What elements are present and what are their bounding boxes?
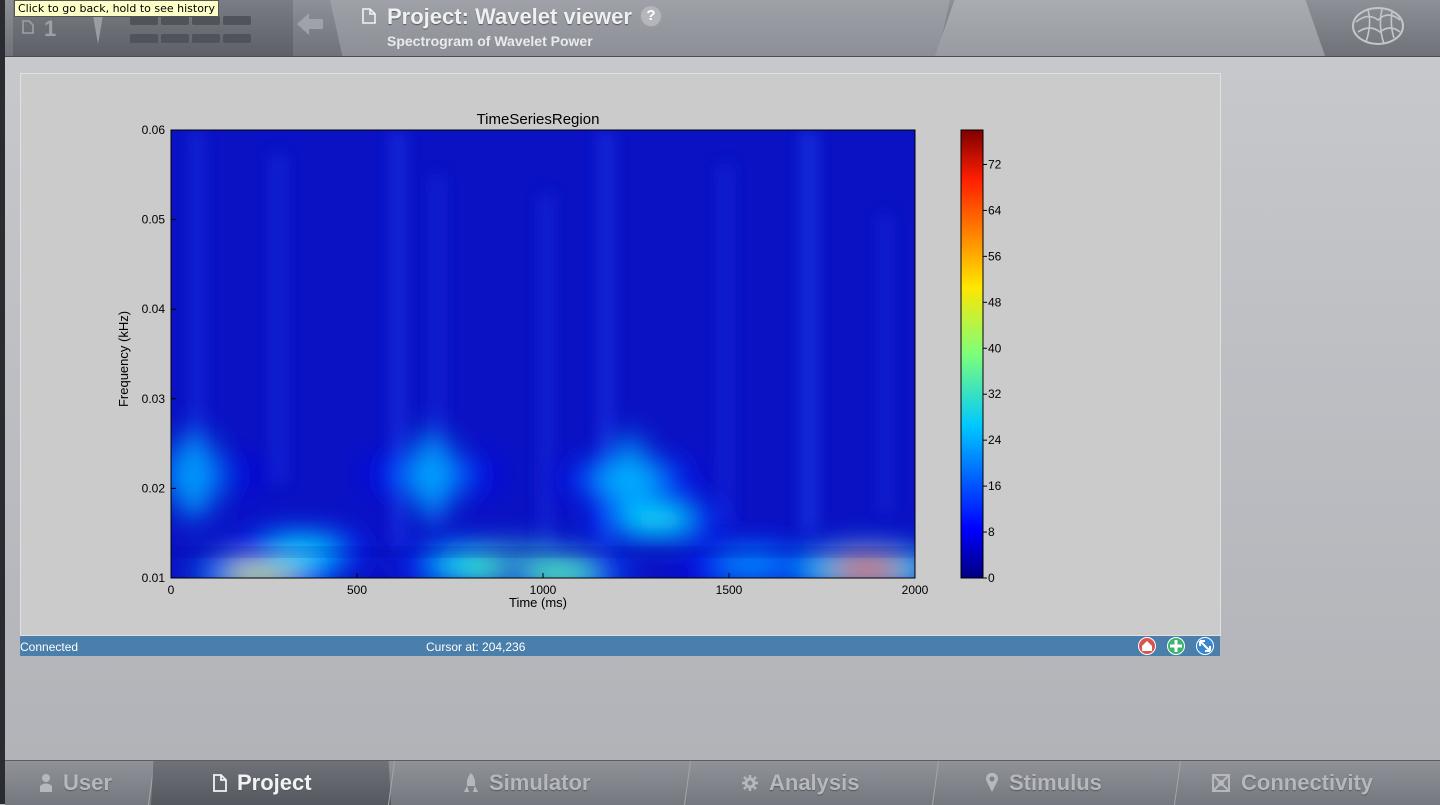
- back-arrow-icon: [297, 13, 323, 35]
- history-count: 1: [44, 16, 57, 41]
- project-header-panel: [330, 0, 950, 56]
- window-left-edge: [0, 0, 5, 804]
- figure-panel[interactable]: TimeSeriesRegion 0 500 1000 1500 2000 0.06 0.: [20, 73, 1221, 636]
- colorbar-tick-label: 0: [988, 571, 995, 585]
- colorbar-tick-label: 56: [988, 249, 1002, 263]
- bottom-tab-bar: User Project Simulator Analysis Stimulus…: [5, 760, 1440, 805]
- spectrogram-chart[interactable]: TimeSeriesRegion 0 500 1000 1500 2000 0.060.: [21, 74, 1220, 635]
- home-view-button[interactable]: [1138, 637, 1156, 655]
- project-title: Project: Wavelet viewer: [387, 4, 632, 29]
- history-document-icon: [22, 20, 34, 34]
- history-thumbnails[interactable]: [130, 16, 254, 52]
- colorbar-tick-label: 16: [988, 479, 1002, 493]
- gear-icon: [742, 775, 758, 791]
- zoom-fit-button[interactable]: [1196, 637, 1214, 655]
- heatmap-hotspot: [523, 561, 600, 578]
- x-tick-label: 1000: [530, 583, 557, 597]
- y-tick-label: 0.03: [142, 392, 166, 406]
- help-icon[interactable]: ?: [640, 5, 662, 27]
- home-icon: [1142, 641, 1152, 651]
- back-button[interactable]: [290, 8, 330, 40]
- heatmap-streak: [175, 429, 212, 520]
- brain-logo-icon[interactable]: [1350, 4, 1406, 48]
- heatmap-plot: [171, 130, 915, 578]
- document-icon: [213, 774, 227, 792]
- network-icon: [1212, 774, 1230, 792]
- x-tick-label: 500: [347, 583, 367, 597]
- y-axis-ticks: 0.06 0.05 0.04 0.03 0.02 0.01: [142, 123, 176, 585]
- y-tick-label: 0.06: [142, 123, 166, 137]
- project-subtitle: Spectrogram of Wavelet Power: [387, 33, 593, 49]
- plus-icon: [1170, 640, 1182, 652]
- x-tick-label: 1500: [716, 583, 743, 597]
- heatmap-streak: [610, 434, 647, 525]
- heatmap-streak: [413, 429, 450, 520]
- user-icon: [40, 774, 52, 792]
- x-tick-label: 2000: [902, 583, 929, 597]
- tab-project[interactable]: Project: [151, 761, 391, 805]
- y-tick-label: 0.01: [142, 571, 166, 585]
- cursor-position: Cursor at: 204,236: [426, 640, 526, 654]
- status-bar: Connected Cursor at: 204,236: [20, 636, 1220, 656]
- colorbar-tick-label: 24: [988, 433, 1002, 447]
- expand-icon: [1199, 640, 1211, 652]
- history-marker-icon: [92, 10, 104, 44]
- connection-status: Connected: [20, 640, 79, 654]
- tab-user[interactable]: User: [39, 761, 149, 805]
- heatmap-hotspot: [828, 557, 905, 578]
- colorbar-tick-label: 64: [988, 203, 1002, 217]
- tab-simulator[interactable]: Simulator: [463, 761, 683, 805]
- x-tick-label: 0: [168, 583, 175, 597]
- tab-analysis[interactable]: Analysis: [741, 761, 931, 805]
- colorbar-tick-label: 8: [988, 525, 995, 539]
- tab-stimulus[interactable]: Stimulus: [985, 761, 1175, 805]
- colorbar-tick-label: 32: [988, 387, 1002, 401]
- tab-connectivity[interactable]: Connectivity: [1211, 761, 1421, 805]
- chart-title: TimeSeriesRegion: [477, 111, 600, 128]
- x-axis-label: Time (ms): [509, 595, 567, 610]
- x-axis-ticks: 0 500 1000 1500 2000: [168, 573, 929, 597]
- colorbar-tick-label: 40: [988, 341, 1002, 355]
- colorbar-tick-label: 72: [988, 157, 1002, 171]
- top-right-panel: [935, 0, 1325, 56]
- y-tick-label: 0.02: [142, 481, 166, 495]
- heatmap-hotspot: [713, 552, 790, 577]
- y-axis-label: Frequency (kHz): [116, 311, 131, 407]
- zoom-in-button[interactable]: [1167, 637, 1185, 655]
- pin-icon: [986, 773, 998, 792]
- back-tooltip: Click to go back, hold to see history: [14, 0, 219, 17]
- colorbar-ticks: 72 64 56 48 40 32 24 16 8 0: [983, 157, 1002, 585]
- colorbar: [960, 129, 984, 579]
- y-tick-label: 0.04: [142, 302, 166, 316]
- project-document-icon: [362, 8, 376, 24]
- colorbar-tick-label: 48: [988, 295, 1002, 309]
- y-tick-label: 0.05: [142, 213, 166, 227]
- rocket-icon: [464, 773, 478, 792]
